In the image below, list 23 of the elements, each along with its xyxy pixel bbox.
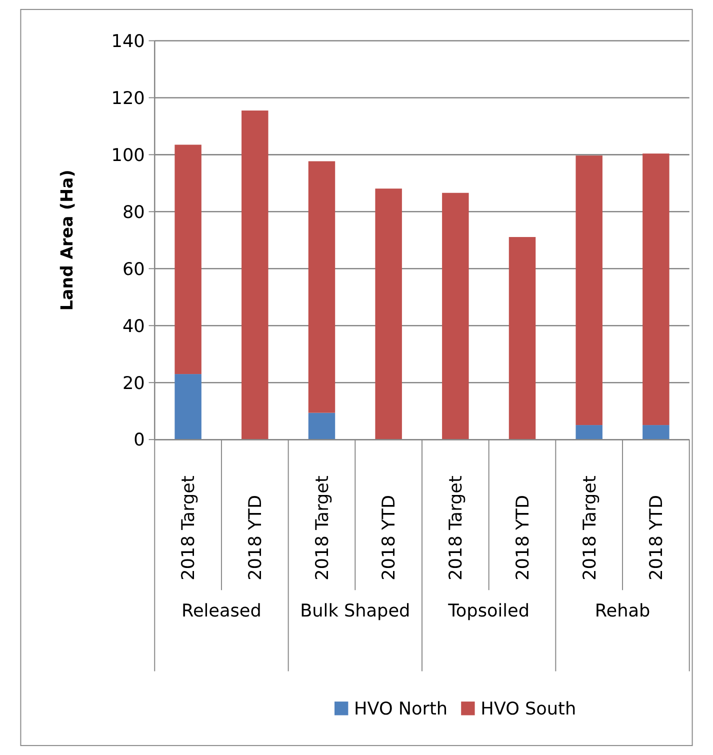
legend-label: HVO South xyxy=(480,700,576,720)
x-tick-label: 2018 Target xyxy=(580,476,600,580)
x-tick-label: 2018 YTD xyxy=(380,495,400,580)
legend-label: HVO North xyxy=(354,700,448,720)
y-tick-label: 120 xyxy=(111,88,145,109)
x-tick-label: 2018 YTD xyxy=(513,495,534,580)
text: Topsoiled xyxy=(447,602,530,622)
x-tick-label: 2018 YTD xyxy=(647,495,668,580)
y-tick-label: 80 xyxy=(122,202,145,223)
text: Bulk Shaped xyxy=(300,602,410,622)
x-tick-label: 2018 Target xyxy=(446,476,467,580)
y-tick-label: 40 xyxy=(122,316,145,337)
y-tick-label: 60 xyxy=(122,260,145,280)
x-tick-label: 2018 YTD xyxy=(246,495,266,580)
y-tick-label: 0 xyxy=(134,430,145,451)
y-tick-label: 140 xyxy=(111,32,145,52)
y-axis-title: Land Area (Ha) xyxy=(58,170,77,311)
x-tick-label: 2018 Target xyxy=(312,476,333,580)
x-tick-label: 2018 Target xyxy=(179,476,200,580)
y-tick-label: 100 xyxy=(111,146,145,166)
text: Released xyxy=(182,602,262,622)
y-tick-label: 20 xyxy=(122,374,145,394)
text: Rehab xyxy=(594,602,650,622)
